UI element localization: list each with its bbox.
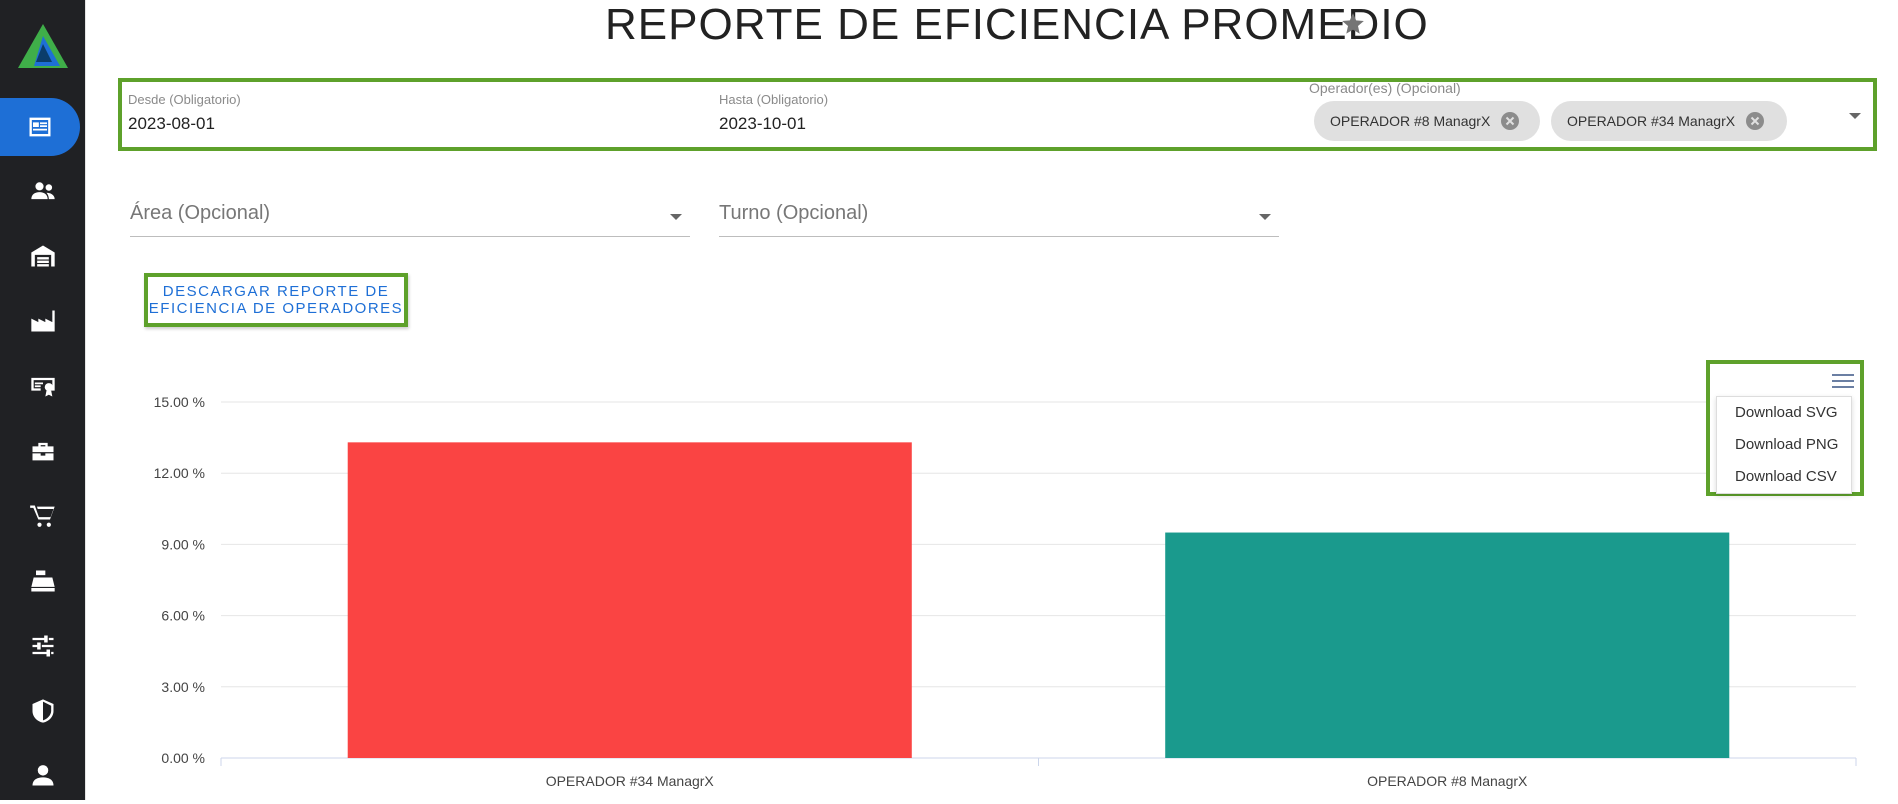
shield-icon bbox=[32, 699, 53, 723]
download-csv-item[interactable]: Download CSV bbox=[1735, 468, 1837, 485]
turno-select[interactable]: Turno (Opcional) bbox=[719, 202, 1279, 237]
user-icon bbox=[32, 765, 53, 786]
y-tick-label: 12.00 % bbox=[154, 465, 205, 481]
sidebar-item-warehouse[interactable] bbox=[0, 227, 85, 285]
efficiency-chart: 0.00 % 3.00 % 6.00 % 9.00 % 12.00 % 15.00 % OP… bbox=[86, 360, 1898, 800]
y-tick-label: 9.00 % bbox=[161, 536, 205, 552]
report-icon bbox=[29, 117, 51, 137]
sidebar-item-user[interactable] bbox=[0, 746, 85, 804]
turno-placeholder: Turno (Opcional) bbox=[719, 202, 869, 224]
desde-field[interactable]: Desde (Obligatorio) 2023-08-01 bbox=[128, 92, 688, 134]
cash-register-icon bbox=[30, 570, 55, 592]
hasta-value[interactable]: 2023-10-01 bbox=[719, 114, 806, 133]
download-menu: Download SVG Download PNG Download CSV bbox=[1716, 396, 1852, 494]
y-tick-label: 0.00 % bbox=[161, 750, 205, 766]
sidebar-item-people[interactable] bbox=[0, 162, 85, 220]
sidebar bbox=[0, 0, 85, 800]
operadores-dropdown-arrow-icon[interactable] bbox=[1849, 113, 1861, 119]
toolbox-icon bbox=[32, 442, 53, 461]
remove-chip-icon[interactable] bbox=[1500, 111, 1520, 131]
chart-export-menu: Download SVG Download PNG Download CSV bbox=[1706, 360, 1864, 496]
main-content: REPORTE DE EFICIENCIA PROMEDIO Desde (Ob… bbox=[85, 0, 1898, 800]
sidebar-item-toolbox[interactable] bbox=[0, 422, 85, 480]
chevron-down-icon bbox=[1259, 214, 1271, 220]
download-svg-item[interactable]: Download SVG bbox=[1735, 404, 1838, 421]
people-icon bbox=[30, 182, 55, 200]
sidebar-item-cart[interactable] bbox=[0, 487, 85, 545]
chip-label: OPERADOR #34 ManagrX bbox=[1567, 113, 1736, 129]
area-select[interactable]: Área (Opcional) bbox=[130, 202, 690, 237]
x-tick-label: OPERADOR #34 ManagrX bbox=[546, 773, 715, 789]
sidebar-item-security[interactable] bbox=[0, 682, 85, 740]
warehouse-icon bbox=[30, 245, 55, 267]
download-report-button[interactable]: DESCARGAR REPORTE DE EFICIENCIA DE OPERA… bbox=[144, 273, 408, 327]
remove-chip-icon[interactable] bbox=[1745, 111, 1765, 131]
bar bbox=[1165, 532, 1730, 758]
hasta-field[interactable]: Hasta (Obligatorio) 2023-10-01 bbox=[719, 92, 1279, 134]
hasta-label: Hasta (Obligatorio) bbox=[719, 92, 829, 107]
download-png-item[interactable]: Download PNG bbox=[1735, 436, 1839, 453]
sliders-icon bbox=[32, 635, 53, 657]
y-tick-label: 15.00 % bbox=[154, 394, 205, 410]
certificate-icon bbox=[30, 377, 55, 397]
sidebar-item-reports[interactable] bbox=[0, 98, 80, 156]
app-logo[interactable] bbox=[16, 22, 70, 70]
page-title: REPORTE DE EFICIENCIA PROMEDIO bbox=[605, 0, 1429, 49]
desde-label: Desde (Obligatorio) bbox=[128, 92, 241, 107]
y-tick-label: 6.00 % bbox=[161, 608, 205, 624]
operator-chip: OPERADOR #8 ManagrX bbox=[1314, 101, 1540, 141]
star-icon[interactable] bbox=[1340, 11, 1366, 37]
sidebar-item-settings[interactable] bbox=[0, 617, 85, 675]
chip-label: OPERADOR #8 ManagrX bbox=[1330, 113, 1491, 129]
factory-icon bbox=[30, 310, 55, 332]
sidebar-item-factory[interactable] bbox=[0, 292, 85, 350]
menu-icon[interactable] bbox=[1832, 374, 1854, 390]
desde-value[interactable]: 2023-08-01 bbox=[128, 114, 215, 133]
operator-chip: OPERADOR #34 ManagrX bbox=[1551, 101, 1787, 141]
bar-chart: 0.00 % 3.00 % 6.00 % 9.00 % 12.00 % 15.00 % OP… bbox=[154, 394, 1857, 789]
operadores-label: Operador(es) (Opcional) bbox=[1309, 80, 1461, 96]
area-placeholder: Área (Opcional) bbox=[130, 202, 271, 224]
x-tick-label: OPERADOR #8 ManagrX bbox=[1367, 773, 1528, 789]
chevron-down-icon bbox=[670, 214, 682, 220]
cart-icon bbox=[29, 505, 55, 527]
sidebar-item-certificates[interactable] bbox=[0, 357, 85, 415]
date-operator-filters bbox=[118, 78, 1877, 151]
y-tick-label: 3.00 % bbox=[161, 679, 205, 695]
sidebar-item-cash-register[interactable] bbox=[0, 552, 85, 610]
bar bbox=[347, 442, 912, 758]
